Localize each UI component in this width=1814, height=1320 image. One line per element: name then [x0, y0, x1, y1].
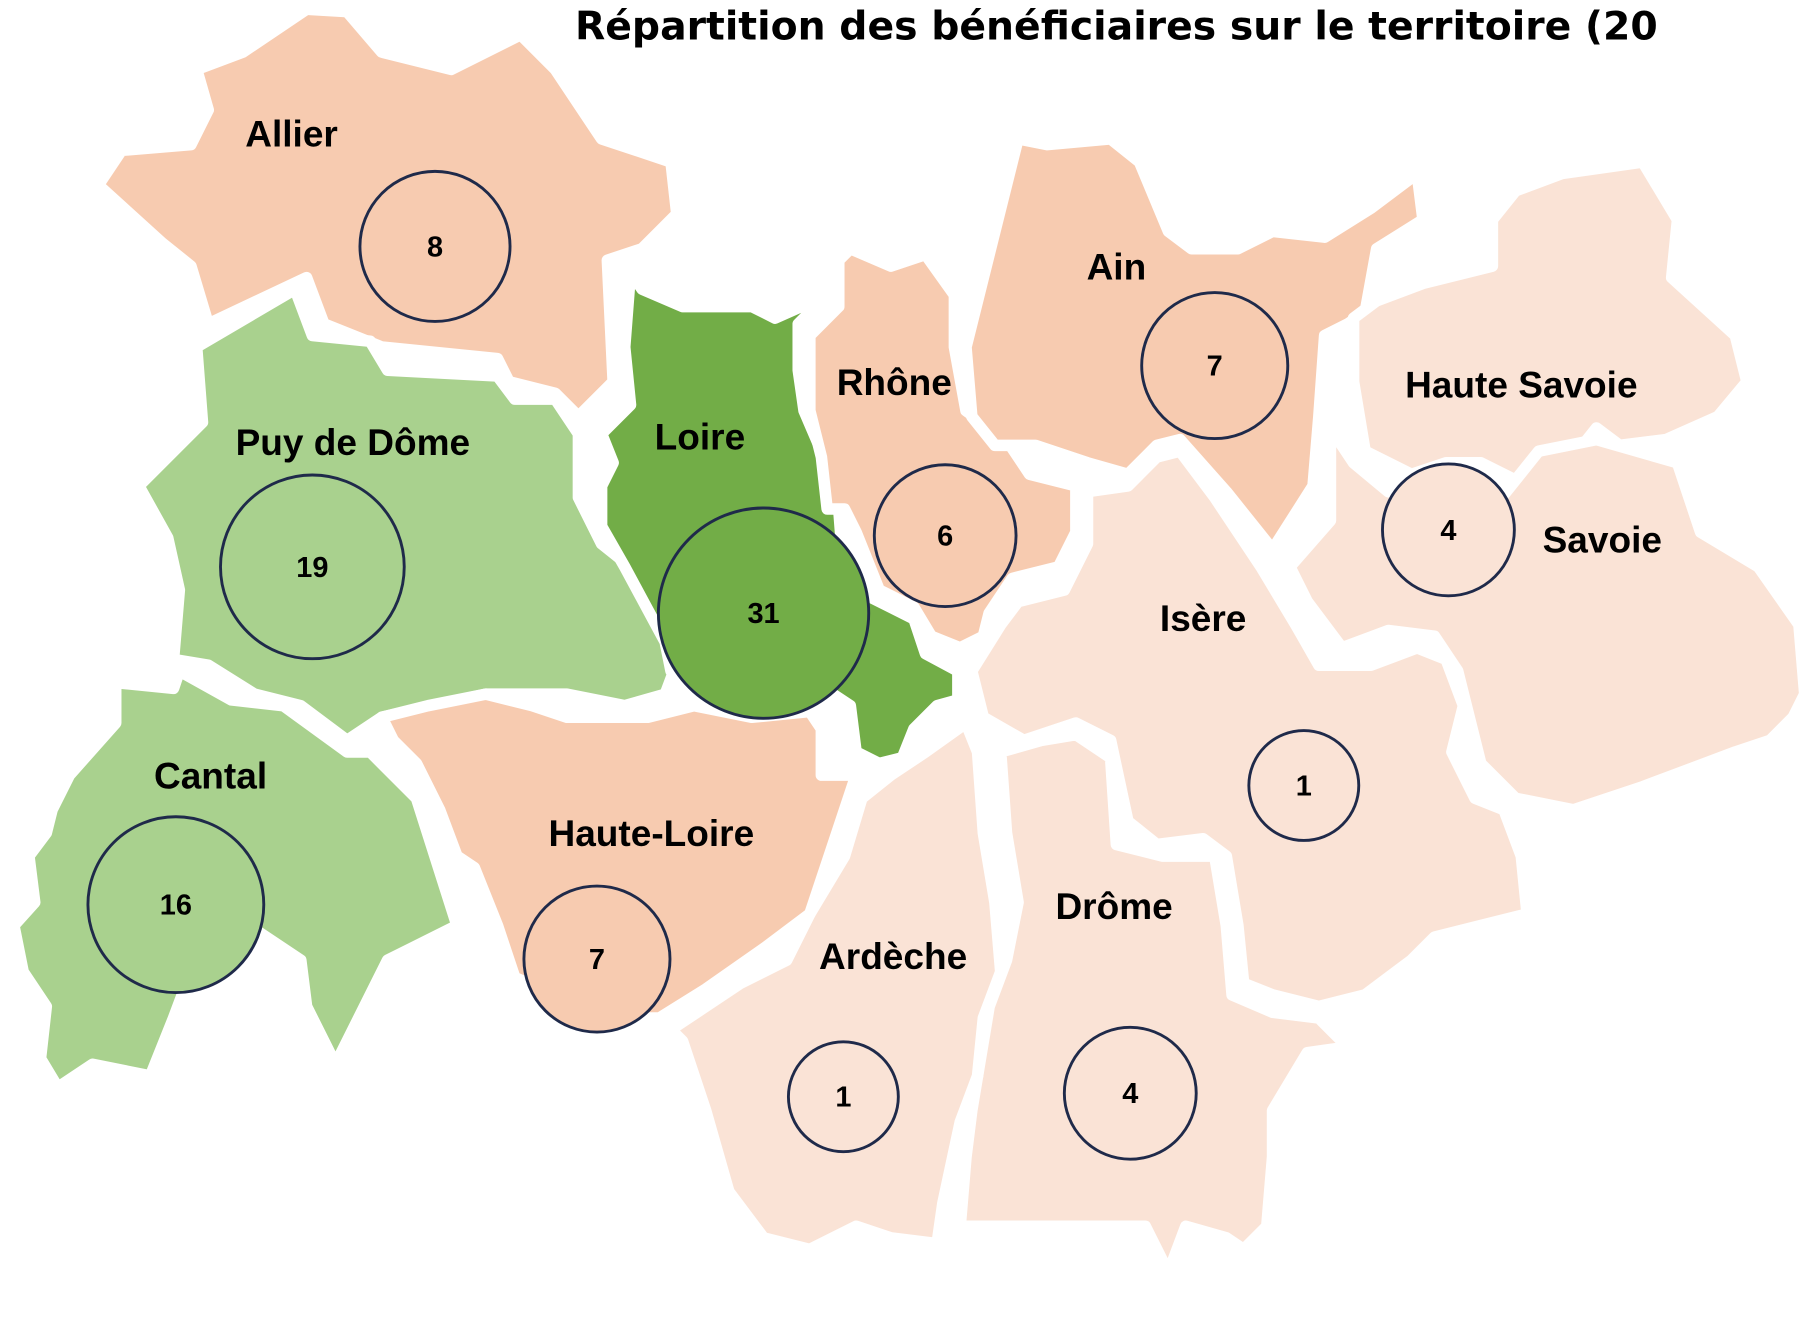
value-bubble — [786, 1040, 900, 1154]
value-bubble — [86, 815, 266, 995]
value-bubble — [872, 463, 1018, 608]
value-label: 7 — [589, 944, 605, 976]
value-label: 6 — [937, 521, 953, 553]
value-label: 16 — [160, 890, 192, 922]
region-label: Rhône — [837, 361, 952, 403]
overlay: Allier 8 Puy de Dôme 19 Loire 31 Rhône 6 Ain 7 Hau… — [86, 112, 1662, 1161]
value-label: 8 — [427, 231, 443, 263]
region — [665, 717, 1007, 1256]
region-label: Cantal — [154, 754, 267, 796]
map-title: Répartition des bénéficiaires sur le ter… — [575, 3, 1658, 49]
value-label: 1 — [1296, 770, 1312, 802]
value-label: 7 — [1207, 351, 1223, 383]
value-bubble — [358, 169, 512, 323]
region-label: Allier — [245, 112, 338, 154]
value-bubble — [1247, 729, 1361, 842]
value-bubble — [522, 884, 672, 1034]
value-bubble — [219, 473, 406, 661]
region-label: Haute Savoie — [1405, 363, 1637, 405]
value-bubble — [1140, 291, 1290, 441]
value-label: 1 — [835, 1082, 851, 1114]
region-label: Isère — [1160, 597, 1246, 639]
region-label: Loire — [655, 415, 746, 457]
region-label: Puy de Dôme — [236, 421, 471, 463]
region-label: Ain — [1087, 245, 1147, 287]
region-label: Haute-Loire — [548, 812, 754, 854]
value-label: 4 — [1122, 1078, 1138, 1110]
value-label: 4 — [1440, 515, 1456, 547]
value-label: 19 — [296, 552, 328, 584]
value-bubble — [656, 506, 871, 720]
value-label: 31 — [747, 598, 779, 630]
region — [375, 688, 862, 1024]
region-label: Drôme — [1055, 885, 1172, 927]
value-bubble — [1381, 462, 1516, 598]
value-bubble — [1062, 1025, 1198, 1161]
region-label: Savoie — [1543, 518, 1662, 560]
region-label: Ardèche — [819, 935, 967, 977]
region — [966, 445, 1533, 1013]
